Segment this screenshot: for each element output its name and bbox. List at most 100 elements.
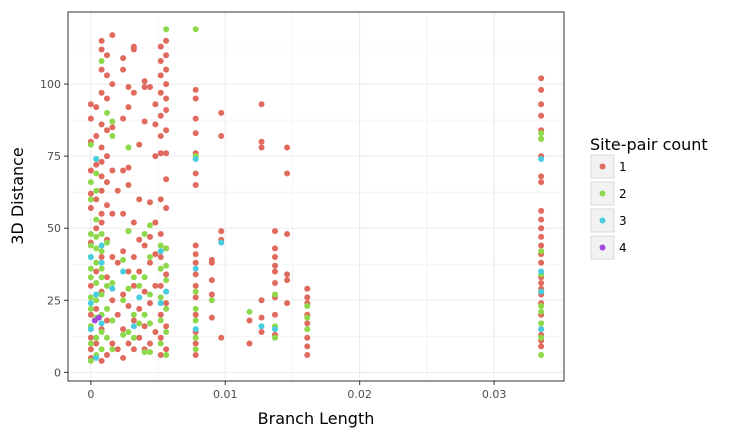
data-point-1 xyxy=(304,343,311,350)
data-point-1 xyxy=(538,75,545,82)
data-point-1 xyxy=(103,317,110,324)
data-point-1 xyxy=(192,294,199,301)
data-point-3 xyxy=(538,156,545,163)
data-point-1 xyxy=(284,277,291,284)
data-point-2 xyxy=(192,334,199,341)
data-point-1 xyxy=(130,317,137,324)
data-point-2 xyxy=(98,346,105,353)
legend-key-point xyxy=(599,190,606,197)
data-point-2 xyxy=(272,291,279,298)
data-point-1 xyxy=(157,196,164,203)
data-point-1 xyxy=(125,104,132,111)
data-point-2 xyxy=(538,320,545,327)
data-point-2 xyxy=(98,265,105,272)
data-point-1 xyxy=(109,210,116,217)
data-point-1 xyxy=(192,251,199,258)
legend: Site-pair count 1 2 3 4 xyxy=(590,135,708,260)
data-point-3 xyxy=(136,294,143,301)
data-point-1 xyxy=(120,66,127,73)
data-point-4 xyxy=(95,314,102,321)
data-point-1 xyxy=(87,167,94,174)
data-point-2 xyxy=(192,288,199,295)
data-point-1 xyxy=(163,271,170,278)
data-point-1 xyxy=(272,254,279,261)
data-point-2 xyxy=(163,262,170,269)
data-point-2 xyxy=(538,130,545,137)
legend-label: 1 xyxy=(619,160,627,174)
data-point-1 xyxy=(304,352,311,359)
data-point-2 xyxy=(103,239,110,246)
data-point-1 xyxy=(103,153,110,160)
data-point-3 xyxy=(93,354,100,361)
data-point-2 xyxy=(192,317,199,324)
data-point-1 xyxy=(157,150,164,157)
data-point-1 xyxy=(130,346,137,353)
data-point-1 xyxy=(114,187,121,194)
data-point-3 xyxy=(192,265,199,272)
data-point-2 xyxy=(125,285,132,292)
data-point-2 xyxy=(192,346,199,353)
data-point-1 xyxy=(157,58,164,65)
data-point-2 xyxy=(98,230,105,237)
data-point-1 xyxy=(120,326,127,333)
data-point-2 xyxy=(163,352,170,359)
data-point-2 xyxy=(87,305,94,312)
data-point-1 xyxy=(136,236,143,243)
data-point-1 xyxy=(136,334,143,341)
data-point-1 xyxy=(146,340,153,347)
data-point-1 xyxy=(304,320,311,327)
data-point-1 xyxy=(192,271,199,278)
data-point-2 xyxy=(103,305,110,312)
data-point-1 xyxy=(538,86,545,93)
data-point-3 xyxy=(157,248,164,255)
data-point-1 xyxy=(130,219,137,226)
legend-label: 4 xyxy=(619,241,627,255)
data-point-2 xyxy=(272,334,279,341)
data-point-1 xyxy=(120,354,127,361)
data-point-3 xyxy=(218,239,225,246)
x-tick-label: 0.03 xyxy=(482,388,507,401)
data-point-1 xyxy=(93,132,100,139)
data-point-3 xyxy=(258,323,265,330)
data-point-1 xyxy=(538,279,545,286)
data-point-1 xyxy=(120,291,127,298)
data-point-1 xyxy=(157,230,164,237)
data-point-3 xyxy=(93,291,100,298)
data-point-2 xyxy=(109,118,116,125)
data-point-1 xyxy=(163,127,170,134)
data-point-2 xyxy=(103,109,110,116)
data-point-1 xyxy=(125,164,132,171)
data-point-1 xyxy=(538,101,545,108)
data-point-1 xyxy=(103,95,110,102)
data-point-1 xyxy=(93,196,100,203)
data-point-1 xyxy=(93,161,100,168)
data-point-1 xyxy=(130,89,137,96)
data-point-2 xyxy=(120,256,127,263)
data-point-1 xyxy=(192,352,199,359)
data-point-2 xyxy=(304,326,311,333)
data-point-1 xyxy=(98,210,105,217)
data-point-1 xyxy=(130,43,137,50)
data-point-3 xyxy=(130,323,137,330)
data-point-1 xyxy=(114,346,121,353)
data-point-1 xyxy=(163,81,170,88)
data-point-1 xyxy=(98,66,105,73)
data-point-1 xyxy=(130,282,137,289)
data-point-1 xyxy=(152,153,159,160)
data-point-1 xyxy=(136,141,143,148)
data-point-1 xyxy=(152,282,159,289)
data-point-2 xyxy=(120,297,127,304)
data-point-1 xyxy=(93,104,100,111)
data-point-1 xyxy=(120,167,127,174)
data-point-1 xyxy=(87,205,94,212)
data-point-3 xyxy=(98,242,105,249)
data-point-1 xyxy=(109,340,116,347)
data-point-1 xyxy=(304,334,311,341)
data-point-1 xyxy=(87,282,94,289)
data-point-1 xyxy=(98,219,105,226)
data-point-1 xyxy=(98,37,105,44)
data-point-1 xyxy=(284,300,291,307)
y-tick-label: 25 xyxy=(47,294,61,307)
data-point-2 xyxy=(109,317,116,324)
data-point-1 xyxy=(98,254,105,261)
